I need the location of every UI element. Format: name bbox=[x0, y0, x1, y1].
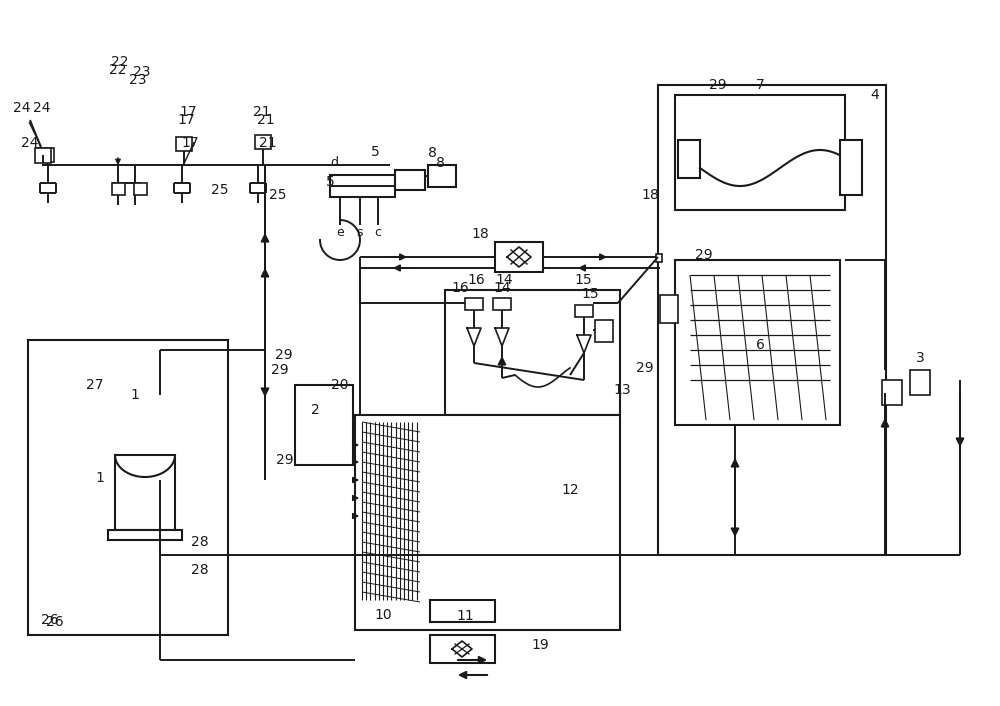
Text: 23: 23 bbox=[129, 73, 147, 87]
Bar bbox=[595, 320, 613, 342]
Text: 17: 17 bbox=[181, 136, 199, 150]
Text: 8: 8 bbox=[428, 146, 436, 160]
Text: 24: 24 bbox=[33, 101, 51, 115]
Text: 24: 24 bbox=[21, 136, 39, 150]
Text: 5: 5 bbox=[371, 145, 379, 159]
Bar bbox=[430, 635, 495, 663]
Bar bbox=[575, 305, 593, 317]
Text: 17: 17 bbox=[179, 105, 197, 119]
Text: 7: 7 bbox=[756, 78, 764, 92]
Text: 26: 26 bbox=[46, 615, 64, 629]
Text: 3: 3 bbox=[916, 351, 924, 365]
Text: 27: 27 bbox=[86, 378, 104, 392]
Bar bbox=[35, 148, 51, 163]
Text: 28: 28 bbox=[191, 535, 209, 549]
Bar bbox=[445, 290, 620, 415]
Text: 13: 13 bbox=[613, 383, 631, 397]
Text: c: c bbox=[374, 225, 382, 239]
Text: 29: 29 bbox=[636, 361, 654, 375]
Bar bbox=[910, 370, 930, 395]
Bar bbox=[255, 135, 271, 149]
Text: 14: 14 bbox=[493, 281, 511, 295]
Text: 1: 1 bbox=[131, 388, 139, 402]
Bar bbox=[134, 183, 147, 195]
Bar bbox=[295, 385, 353, 465]
Text: 22: 22 bbox=[109, 63, 127, 77]
Text: 29: 29 bbox=[271, 363, 289, 377]
Bar bbox=[355, 415, 620, 630]
Text: 6: 6 bbox=[756, 338, 764, 352]
Bar bbox=[28, 340, 228, 635]
Bar bbox=[656, 254, 662, 262]
Text: d: d bbox=[330, 157, 338, 169]
Text: 16: 16 bbox=[467, 273, 485, 287]
Text: 1: 1 bbox=[96, 471, 104, 485]
Text: 21: 21 bbox=[257, 113, 275, 127]
Text: 22: 22 bbox=[111, 55, 129, 69]
Text: 8: 8 bbox=[436, 156, 444, 170]
Text: 18: 18 bbox=[471, 227, 489, 241]
Bar bbox=[330, 175, 395, 197]
Text: 21: 21 bbox=[253, 105, 271, 119]
Bar bbox=[108, 530, 182, 540]
Text: 29: 29 bbox=[276, 453, 294, 467]
Text: 15: 15 bbox=[574, 273, 592, 287]
Bar bbox=[660, 295, 678, 323]
Text: 24: 24 bbox=[13, 101, 31, 115]
Text: 4: 4 bbox=[871, 88, 879, 102]
Bar bbox=[493, 298, 511, 310]
Text: 29: 29 bbox=[709, 78, 727, 92]
Bar bbox=[115, 455, 175, 530]
Text: 15: 15 bbox=[581, 287, 599, 301]
Text: 23: 23 bbox=[133, 65, 151, 79]
Bar bbox=[675, 95, 845, 210]
Text: 29: 29 bbox=[275, 348, 293, 362]
Bar bbox=[840, 140, 862, 195]
Text: 19: 19 bbox=[531, 638, 549, 652]
Text: 10: 10 bbox=[374, 608, 392, 622]
Text: 29: 29 bbox=[695, 248, 713, 262]
Text: 14: 14 bbox=[495, 273, 513, 287]
Text: 12: 12 bbox=[561, 483, 579, 497]
Text: 18: 18 bbox=[641, 188, 659, 202]
Bar bbox=[176, 137, 192, 151]
Bar bbox=[882, 380, 902, 405]
Text: 2: 2 bbox=[311, 403, 319, 417]
Bar bbox=[465, 298, 483, 310]
Bar bbox=[395, 170, 425, 190]
Text: 28: 28 bbox=[191, 563, 209, 577]
Text: e: e bbox=[336, 225, 344, 239]
Text: 25: 25 bbox=[269, 188, 287, 202]
Text: 21: 21 bbox=[259, 136, 277, 150]
Bar bbox=[430, 600, 495, 622]
Bar bbox=[428, 165, 456, 187]
Bar bbox=[112, 183, 125, 195]
Text: 26: 26 bbox=[41, 613, 59, 627]
Text: 16: 16 bbox=[451, 281, 469, 295]
Text: 11: 11 bbox=[456, 609, 474, 623]
Bar bbox=[658, 85, 886, 555]
Text: 25: 25 bbox=[211, 183, 229, 197]
Bar bbox=[495, 242, 543, 272]
Text: 20: 20 bbox=[331, 378, 349, 392]
Bar bbox=[678, 140, 700, 178]
Text: s: s bbox=[357, 225, 363, 239]
Text: 5: 5 bbox=[326, 175, 334, 189]
Text: 17: 17 bbox=[177, 113, 195, 127]
Bar bbox=[675, 260, 840, 425]
Bar bbox=[36, 148, 54, 162]
